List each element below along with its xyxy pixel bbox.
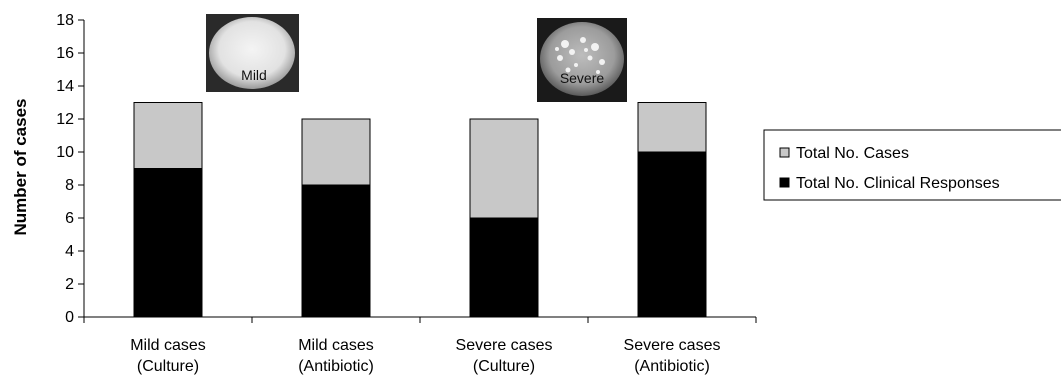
y-tick-label: 16 — [56, 45, 74, 62]
bar-clinical-responses — [301, 184, 371, 318]
y-tick-label: 12 — [56, 111, 74, 128]
x-axis — [83, 316, 757, 323]
y-tick-label: 14 — [56, 78, 74, 95]
y-tick-label: 18 — [56, 12, 74, 29]
severe-colonies — [555, 37, 605, 74]
bar-clinical-responses — [469, 217, 539, 318]
y-tick-label: 2 — [65, 276, 74, 293]
bar-clinical-responses — [133, 168, 203, 318]
y-axis-title: Number of cases — [11, 99, 30, 236]
y-tick-label: 10 — [56, 144, 74, 161]
x-category-label: Severe cases (Antibiotic) — [624, 337, 721, 375]
severe-photo-label: Severe — [560, 70, 605, 86]
legend-label-clinical-responses: Total No. Clinical Responses — [796, 175, 1000, 192]
y-axis: 0 2 4 6 8 10 12 14 16 18 — [56, 12, 85, 326]
x-category-labels: Mild cases (Culture) Mild cases (Antibiotic… — [130, 337, 720, 375]
y-tick-label: 0 — [65, 309, 74, 326]
y-tick-label: 4 — [65, 243, 74, 260]
x-category-label: Mild cases (Culture) — [130, 337, 206, 375]
bars — [133, 102, 707, 318]
mild-petri-dish — [209, 17, 295, 89]
legend-swatch-clinical-responses — [779, 177, 790, 188]
x-category-label: Severe cases (Culture) — [456, 337, 553, 375]
legend-label-total-cases: Total No. Cases — [796, 145, 909, 162]
y-tick-label: 6 — [65, 210, 74, 227]
mild-photo-label: Mild — [241, 67, 267, 83]
severe-plate-photo: Severe — [537, 18, 627, 102]
legend-box — [763, 129, 1061, 201]
bar-clinical-responses — [637, 151, 707, 318]
severe-petri-dish — [540, 22, 624, 96]
y-tick-label: 8 — [65, 177, 74, 194]
legend-swatch-total-cases — [779, 147, 790, 158]
legend: Total No. Cases Total No. Clinical Respo… — [763, 129, 1061, 201]
x-category-label: Mild cases (Antibiotic) — [298, 337, 374, 375]
mild-plate-photo: Mild — [206, 14, 299, 92]
